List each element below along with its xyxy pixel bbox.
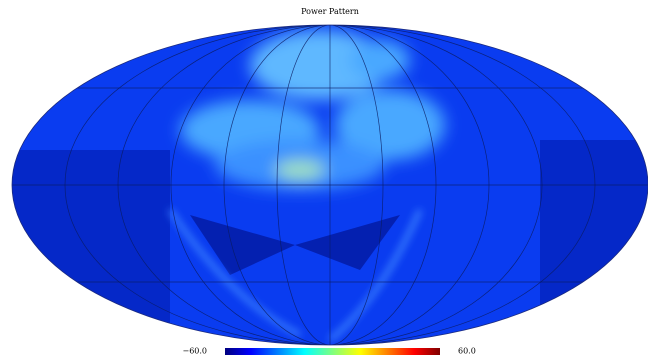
sky-map [0,25,648,350]
page: {"chart_data": {"type": "mollweide", "ti… [0,0,648,363]
dark-region [0,150,170,350]
chart: Power Pattern [0,0,648,363]
colorbar-tick-label: −60.0 [182,347,207,356]
chart-title: Power Pattern [301,7,359,16]
colorbar-scale [225,348,440,355]
colorbar-tick-label: 60.0 [458,347,476,356]
